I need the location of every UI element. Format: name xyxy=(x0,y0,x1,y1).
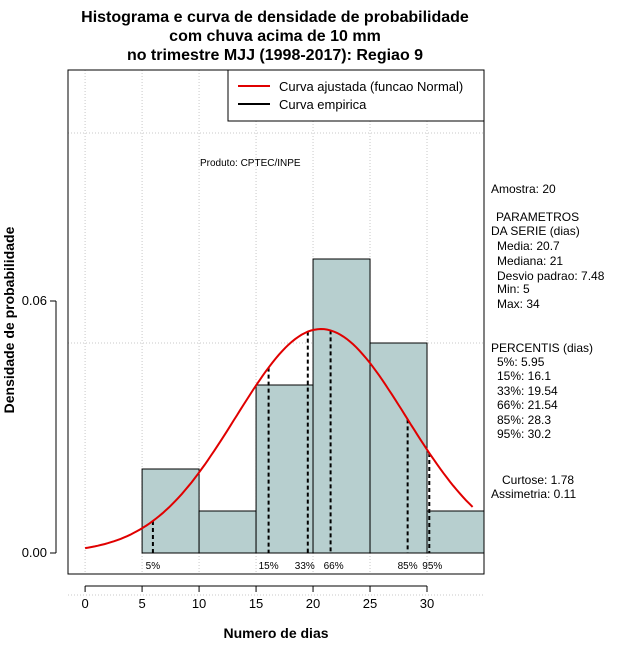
parameter-median: Mediana: 21 xyxy=(497,254,563,268)
percentile-15: 15%: 16.1 xyxy=(497,369,551,383)
legend-box xyxy=(227,69,485,122)
percentile-85: 85%: 28.3 xyxy=(497,413,551,427)
percentile-33: 33%: 19.54 xyxy=(497,384,558,398)
parameters-title-line-2: DA SERIE (dias) xyxy=(491,224,580,238)
sample-size: Amostra: 20 xyxy=(491,182,556,196)
chart-title-line-2: com chuva acima de 10 mm xyxy=(169,28,381,45)
kurtosis: Curtose: 1.78 xyxy=(502,473,574,487)
percentile-66: 66%: 21.54 xyxy=(497,398,558,412)
percentiles-title: PERCENTIS (dias) xyxy=(491,341,593,355)
parameter-max: Max: 34 xyxy=(497,297,540,311)
x-tick-label-0: 0 xyxy=(81,596,88,611)
y-axis-label: Densidade de probabilidade xyxy=(1,226,17,413)
y-tick-label-0.00: 0.00 xyxy=(22,545,47,560)
x-axis-label: Numero de dias xyxy=(223,625,328,641)
histogram-bar-4 xyxy=(312,258,371,554)
chart-title-line-3: no trimestre MJJ (1998-2017): Regiao 9 xyxy=(127,47,423,64)
percentile-label-15: 15% xyxy=(259,561,279,572)
histogram-bar-3 xyxy=(255,384,314,554)
histogram-bars xyxy=(141,258,485,554)
x-tick-label-20: 20 xyxy=(306,596,320,611)
percentile-label-5: 5% xyxy=(146,561,161,572)
x-tick-label-5: 5 xyxy=(138,596,145,611)
product-note: Produto: CPTEC/INPE xyxy=(200,158,301,169)
legend: Curva ajustada (funcao Normal) Curva emp… xyxy=(227,69,485,122)
x-tick-label-10: 10 xyxy=(192,596,206,611)
parameter-min: Min: 5 xyxy=(497,282,530,296)
parameter-std-dev: Desvio padrao: 7.48 xyxy=(497,269,605,283)
legend-empirical-label: Curva empirica xyxy=(279,97,367,112)
legend-fitted-label: Curva ajustada (funcao Normal) xyxy=(279,79,463,94)
parameter-mean: Media: 20.7 xyxy=(497,239,560,253)
x-tick-label-30: 30 xyxy=(420,596,434,611)
percentile-label-85: 85% xyxy=(398,561,418,572)
fitted-normal-curve xyxy=(84,327,474,550)
percentile-5: 5%: 5.95 xyxy=(497,355,545,369)
skewness: Assimetria: 0.11 xyxy=(491,487,576,501)
percentile-label-33: 33% xyxy=(295,561,315,572)
percentile-markers: 5% 15% 33% 66% 85% 95% xyxy=(146,330,442,572)
histogram-bar-6 xyxy=(426,510,485,554)
parameters-title-line-1: PARAMETROS xyxy=(496,210,579,224)
chart-title-line-1: Histograma e curva de densidade de proba… xyxy=(81,9,469,26)
statistics-panel: Amostra: 20 PARAMETROS DA SERIE (dias) M… xyxy=(491,182,605,501)
y-axis: 0.00 0.06 xyxy=(22,293,57,560)
histogram-bar-2 xyxy=(198,510,257,554)
x-tick-label-25: 25 xyxy=(363,596,377,611)
x-axis: 0 5 10 15 20 25 30 xyxy=(81,585,434,611)
percentile-label-95: 95% xyxy=(422,561,442,572)
x-tick-label-15: 15 xyxy=(249,596,263,611)
percentile-label-66: 66% xyxy=(324,561,344,572)
y-tick-label-0.06: 0.06 xyxy=(22,293,47,308)
histogram-bar-1 xyxy=(141,468,200,554)
percentile-95: 95%: 30.2 xyxy=(497,427,551,441)
